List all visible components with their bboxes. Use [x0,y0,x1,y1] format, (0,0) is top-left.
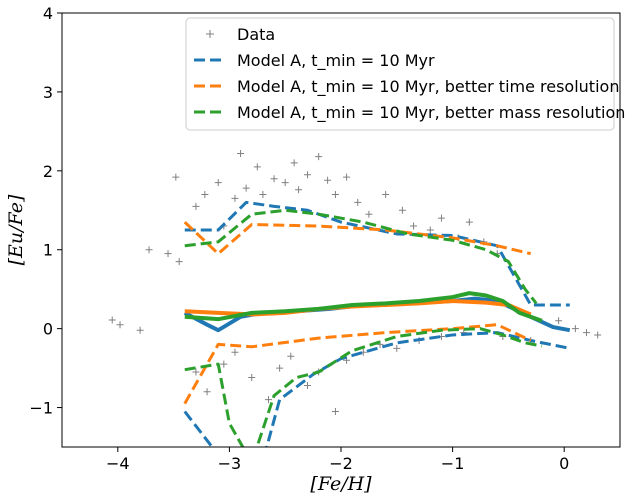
data-point [242,184,250,192]
data-point [382,190,390,198]
x-tick-label: 0 [559,454,569,473]
model-1-bound-line-1 [183,221,532,256]
legend-label: Model A, t_min = 10 Myr, better mass res… [237,103,625,123]
data-point [393,344,401,352]
x-tick-label: −2 [329,454,353,473]
data-point [192,202,200,210]
data-point [264,396,272,404]
data-point [304,171,312,179]
data-point [259,190,267,198]
data-point [214,179,222,187]
y-tick-label: 4 [43,4,53,23]
model-0-bound-line-2 [183,331,571,447]
data-point [281,179,289,187]
data-point [231,194,239,202]
data-point [136,326,144,334]
data-point [248,374,256,382]
model-2-bound-line-2 [184,327,543,447]
model-2-bound-line-1 [184,208,538,305]
scatter-layer [108,149,602,415]
x-tick-label: −4 [106,454,130,473]
data-point [343,173,351,181]
legend-data-marker [206,30,214,38]
data-point [253,163,261,171]
data-point [331,190,339,198]
data-point [287,352,295,360]
data-point [108,316,116,324]
model-1-bound-line-2 [183,323,532,405]
y-axis-label: [Eu/Fe] [5,194,27,265]
data-point [555,317,563,325]
y-tick-label: 3 [43,83,53,102]
y-tick-label: 2 [43,162,53,181]
data-point [365,210,373,218]
data-point [304,381,312,389]
x-tick-label: −3 [218,454,242,473]
legend-label: Data [237,25,275,44]
model-2-median-line-0 [184,291,543,323]
data-point [276,364,284,372]
data-point [192,368,200,376]
data-point [203,388,211,396]
data-point [164,250,172,258]
data-point [426,226,434,234]
data-point [290,159,298,167]
data-point [331,407,339,415]
data-point [237,149,245,157]
model-0-bound-line-1 [184,200,570,307]
data-point [594,331,602,339]
lines-layer [183,200,571,447]
legend-box [185,17,615,131]
y-tick-label: 1 [43,241,53,260]
data-point [571,325,579,333]
ticks-layer: −4 −3 −2 −1 0 −1 0 1 2 3 4 [29,4,569,473]
data-point [437,214,445,222]
data-point [172,173,180,181]
legend-label: Model A, t_min = 10 Myr [237,51,435,71]
data-point [201,190,209,198]
data-point [410,222,418,230]
legend-label: Model A, t_min = 10 Myr, better time res… [237,77,619,97]
data-point [398,206,406,214]
y-tick-label: 0 [43,320,53,339]
y-tick-label: −1 [29,399,53,418]
data-point [270,175,278,183]
data-point [583,329,591,337]
x-axis-label: [Fe/H] [310,473,372,495]
data-point [315,153,323,161]
data-point [354,198,362,206]
data-point [295,186,303,194]
data-point [324,176,332,184]
legend: Data Model A, t_min = 10 Myr Model A, t_mi… [185,17,625,131]
data-point [465,218,473,226]
data-point [175,258,183,266]
data-point [220,360,228,368]
data-point [116,321,124,329]
data-point [145,246,153,254]
x-tick-label: −1 [441,454,465,473]
data-point [231,348,239,356]
